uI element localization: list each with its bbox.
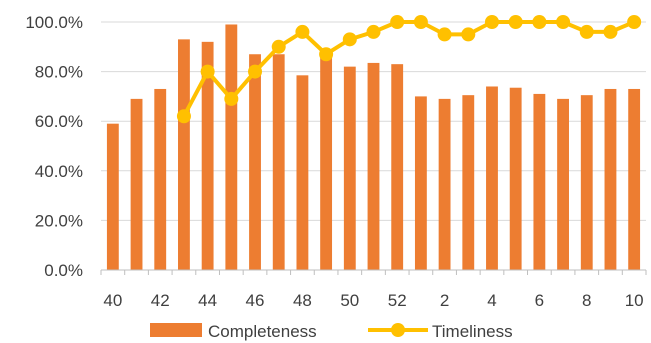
y-tick-label: 0.0% — [44, 261, 83, 280]
bar-completeness — [296, 75, 309, 270]
x-tick-label: 44 — [198, 291, 217, 310]
bar-completeness — [533, 93, 546, 270]
y-tick-label: 20.0% — [35, 211, 83, 230]
bar-completeness — [438, 98, 451, 270]
bar-completeness — [201, 41, 214, 271]
bar-completeness — [391, 64, 404, 270]
point-timeliness — [200, 64, 215, 79]
point-timeliness — [295, 24, 310, 39]
point-timeliness — [248, 64, 263, 79]
x-tick-label: 48 — [293, 291, 312, 310]
point-timeliness — [532, 15, 547, 29]
bar-completeness — [486, 86, 498, 270]
y-tick-label: 80.0% — [35, 63, 83, 82]
point-timeliness — [579, 24, 594, 39]
bar-completeness — [414, 96, 427, 271]
x-tick-label: 10 — [625, 291, 644, 310]
x-tick-label: 50 — [340, 291, 359, 310]
bar-completeness — [604, 88, 617, 271]
axes: 0.0%20.0%40.0%60.0%80.0%100.0%40 42 44 46 48… — [25, 13, 647, 310]
y-tick-label: 60.0% — [35, 112, 83, 131]
point-timeliness — [366, 24, 381, 39]
point-timeliness — [461, 27, 476, 42]
bar-completeness — [628, 88, 641, 271]
point-timeliness — [271, 39, 286, 54]
bar-completeness — [130, 98, 143, 270]
bar-completeness — [154, 88, 167, 271]
x-tick-label: 42 — [151, 291, 170, 310]
bar-completeness — [178, 39, 190, 270]
point-timeliness — [390, 15, 405, 29]
x-tick-label: 8 — [582, 291, 591, 310]
bar-completeness — [462, 95, 475, 270]
x-tick-label: 40 — [103, 291, 122, 310]
bar-completeness — [320, 56, 333, 270]
bar-completeness — [557, 98, 569, 270]
legend-swatch-completeness — [150, 323, 202, 337]
point-timeliness — [437, 27, 452, 42]
x-tick-label: 2 — [440, 291, 449, 310]
point-timeliness — [603, 24, 618, 39]
completeness-bars — [106, 24, 641, 271]
bar-completeness — [509, 87, 522, 270]
y-tick-label: 40.0% — [35, 162, 83, 181]
x-tick-label: 4 — [487, 291, 496, 310]
point-timeliness — [224, 91, 239, 106]
x-tick-label: 52 — [388, 291, 407, 310]
point-timeliness — [176, 109, 191, 124]
bar-completeness — [367, 62, 380, 270]
point-timeliness — [484, 15, 499, 29]
y-tick-label: 100.0% — [25, 13, 83, 32]
point-timeliness — [413, 15, 428, 29]
bar-completeness — [272, 54, 285, 270]
x-tick-label: 46 — [246, 291, 265, 310]
point-timeliness — [627, 15, 642, 29]
point-timeliness — [319, 47, 334, 62]
timeliness-line-group — [176, 15, 642, 124]
point-timeliness — [342, 32, 357, 47]
legend-label-timeliness: Timeliness — [432, 322, 513, 341]
legend: Completeness Timeliness — [150, 322, 513, 341]
x-tick-label: 6 — [535, 291, 544, 310]
legend-label-completeness: Completeness — [208, 322, 317, 341]
bar-completeness — [580, 95, 593, 270]
bar-completeness — [225, 24, 238, 271]
bar-completeness — [343, 66, 356, 270]
bar-completeness — [106, 123, 119, 271]
bar-completeness — [249, 54, 261, 270]
legend-swatch-timeliness-marker — [391, 323, 405, 337]
point-timeliness — [508, 15, 523, 29]
point-timeliness — [556, 15, 571, 29]
